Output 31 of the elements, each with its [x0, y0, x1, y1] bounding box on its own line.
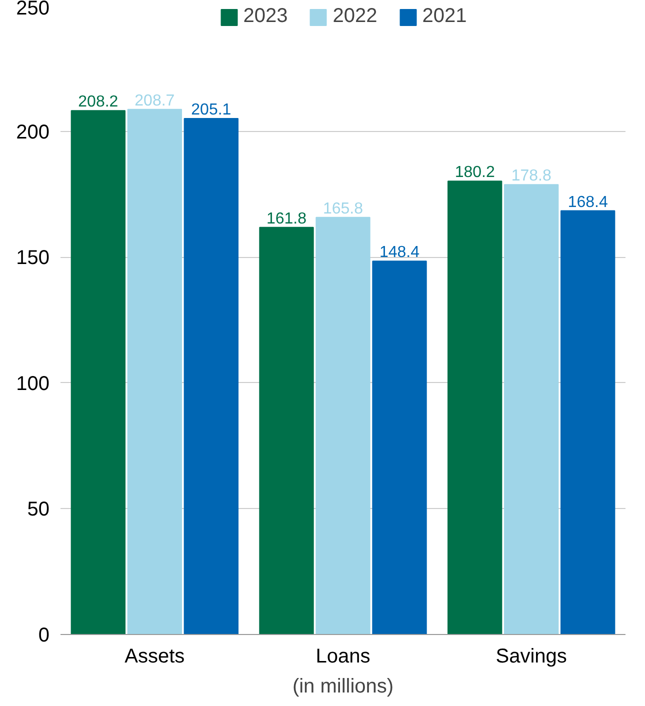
data-label: 178.8	[511, 168, 552, 185]
x-tick-label: Assets	[124, 646, 185, 668]
bar	[127, 108, 182, 634]
legend-label: 2023	[243, 5, 288, 28]
data-label: 148.4	[379, 244, 420, 262]
data-label: 208.7	[134, 92, 175, 110]
y-tick-label: 250	[16, 0, 50, 20]
legend-label: 2021	[422, 5, 467, 28]
data-label: 180.2	[454, 164, 495, 182]
y-tick-label: 50	[27, 498, 50, 521]
x-tick-label: Loans	[316, 646, 370, 668]
x-axis-title: (in millions)	[292, 676, 394, 698]
data-label: 168.4	[568, 194, 608, 211]
bar	[184, 118, 239, 634]
bar	[372, 260, 427, 634]
y-tick-label: 200	[16, 121, 50, 144]
legend-label: 2022	[332, 5, 378, 28]
data-label: 208.2	[78, 94, 118, 111]
x-tick-label: Savings	[496, 646, 567, 668]
data-label: 161.8	[266, 210, 307, 228]
y-tick-label: 0	[38, 624, 50, 646]
bar	[259, 226, 314, 634]
data-label: 205.1	[191, 101, 232, 118]
bar	[316, 216, 370, 634]
bar	[560, 210, 616, 634]
bar	[504, 184, 559, 634]
data-label: 165.8	[322, 200, 364, 218]
bar	[70, 110, 126, 634]
bar	[447, 180, 502, 634]
y-tick-label: 150	[16, 247, 50, 270]
y-tick-label: 100	[16, 372, 50, 395]
